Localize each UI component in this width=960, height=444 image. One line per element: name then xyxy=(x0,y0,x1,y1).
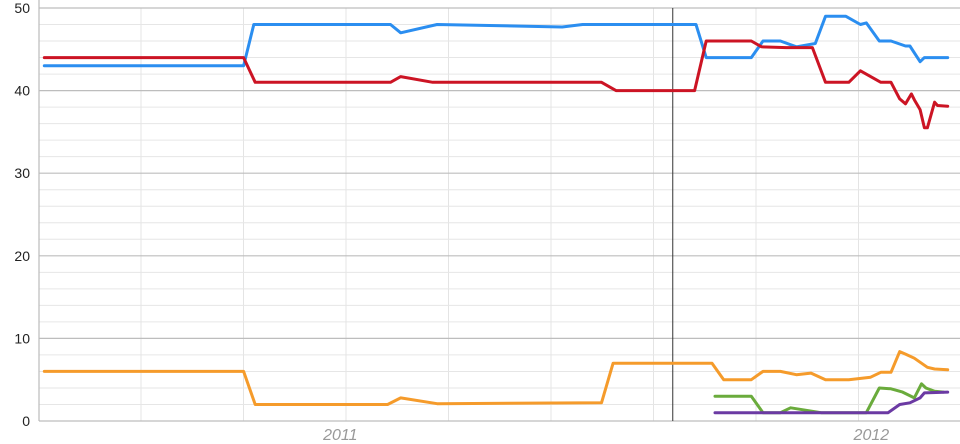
series-line-4 xyxy=(713,390,950,415)
series-line-1 xyxy=(42,39,950,130)
x-tick-label: 2012 xyxy=(853,427,890,444)
series-line-2 xyxy=(42,350,950,406)
y-tick-label: 10 xyxy=(14,330,30,346)
y-tick-label: 50 xyxy=(14,0,30,16)
y-tick-label: 40 xyxy=(14,83,30,99)
y-tick-label: 30 xyxy=(14,165,30,181)
axes: 0 10 20 30 40 50 2011 2012 xyxy=(14,0,889,444)
series-lines xyxy=(42,14,950,415)
y-tick-label: 0 xyxy=(22,413,30,429)
y-tick-label: 20 xyxy=(14,248,30,264)
x-tick-label: 2011 xyxy=(322,427,357,444)
